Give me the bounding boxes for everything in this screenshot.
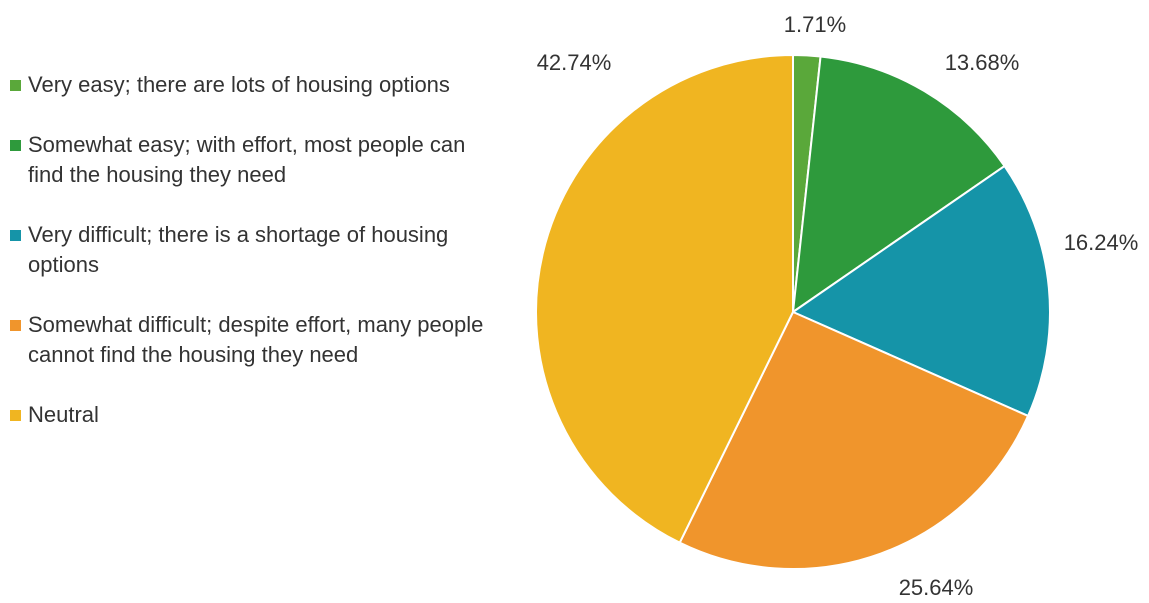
- legend-label-somewhat-easy: Somewhat easy; with effort, most people …: [28, 132, 466, 187]
- legend-swatch-very-easy: [10, 80, 21, 91]
- legend-label-somewhat-difficult: Somewhat difficult; despite effort, many…: [28, 312, 484, 367]
- legend-item-neutral: Neutral: [6, 400, 486, 430]
- legend-label-neutral: Neutral: [28, 402, 99, 427]
- pie-slice-somewhat-easy: [791, 55, 1006, 315]
- pie-slice-neutral: [535, 53, 794, 545]
- legend-swatch-somewhat-easy: [10, 140, 21, 151]
- legend-item-somewhat-difficult: Somewhat difficult; despite effort, many…: [6, 310, 486, 370]
- legend-swatch-neutral: [10, 410, 21, 421]
- pie-slice-very-difficult: [790, 164, 1051, 418]
- legend-swatch-very-difficult: [10, 230, 21, 241]
- legend-label-very-easy: Very easy; there are lots of housing opt…: [28, 72, 450, 97]
- pie-label-neutral: 42.74%: [537, 50, 612, 75]
- pie-label-somewhat-easy: 13.68%: [945, 50, 1020, 75]
- legend-swatch-somewhat-difficult: [10, 320, 21, 331]
- pie-label-very-difficult: 16.24%: [1064, 230, 1139, 255]
- legend-item-very-easy: Very easy; there are lots of housing opt…: [6, 70, 486, 100]
- legend-item-somewhat-easy: Somewhat easy; with effort, most people …: [6, 130, 486, 190]
- pie-slice-somewhat-difficult: [678, 310, 1030, 570]
- legend-label-very-difficult: Very difficult; there is a shortage of h…: [28, 222, 449, 277]
- legend-item-very-difficult: Very difficult; there is a shortage of h…: [6, 220, 486, 280]
- pie-label-somewhat-difficult: 25.64%: [899, 575, 974, 600]
- legend: Very easy; there are lots of housing opt…: [6, 70, 486, 460]
- pie-label-very-easy: 1.71%: [784, 12, 846, 37]
